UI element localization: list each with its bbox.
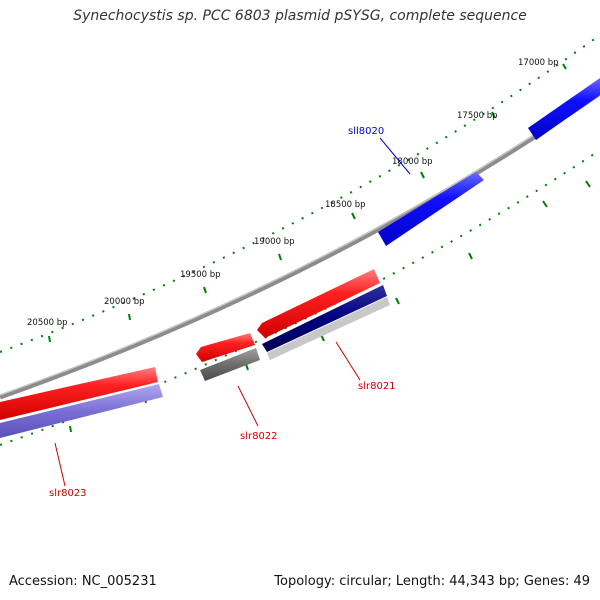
major-tick [562,63,567,70]
gene-label-sll8020[interactable]: sll8020 [348,126,384,137]
category-track-slr8022[interactable] [200,348,260,381]
gene-arrow-slr8023[interactable] [0,367,158,420]
major-tick [395,297,400,305]
gene-sll8020[interactable] [378,78,600,246]
gene-slr8021[interactable] [257,269,390,360]
major-tick [542,200,548,208]
gene-label-slr8023[interactable]: slr8023 [49,488,87,499]
gene-slr8023[interactable] [0,367,163,438]
major-tick [128,313,131,321]
major-tick [585,180,591,188]
outer-scale-ring [0,34,600,353]
topology-summary: Topology: circular; Length: 44,343 bp; G… [274,574,590,589]
category-shadow-slr8021 [267,297,390,360]
category-track-slr8023[interactable] [0,384,163,438]
gene-arrow-sll8020[interactable] [528,78,600,140]
gene-arrow-sll8020-b[interactable] [378,172,484,246]
leader-line-slr8023 [54,442,66,487]
gene-arrow-slr8022[interactable] [196,333,255,362]
plasmid-backbone [0,90,600,400]
major-tick [48,335,51,343]
outer-major-ticks [48,63,567,343]
gene-label-slr8022[interactable]: slr8022 [240,431,278,442]
gene-arrowhead-sll8020[interactable] [378,172,484,246]
leader-line-slr8022 [237,385,259,427]
tick-label: 19500 bp [180,270,221,280]
gene-slr8022[interactable] [196,333,260,381]
tick-label: 19000 bp [254,237,295,247]
tick-label: 18500 bp [325,200,366,210]
gene-arrow-slr8021[interactable] [257,269,380,338]
map-title: Synechocystis sp. PCC 6803 plasmid pSYSG… [73,8,527,24]
leader-line-sll8020 [379,137,411,175]
major-tick [203,286,207,294]
major-tick [69,425,72,433]
inner-scale-ring [0,149,600,446]
accession-label: Accession: NC_005231 [9,574,157,589]
tick-label: 17500 bp [457,111,498,121]
major-tick [468,252,473,260]
category-track-slr8021[interactable] [262,285,387,352]
major-tick [491,111,496,119]
tick-label: 18000 bp [392,157,433,167]
major-tick [420,171,425,179]
major-tick [278,253,282,261]
tick-labels: 17000 bp 17500 bp 18000 bp 18500 bp 1900… [27,58,559,328]
tick-label: 17000 bp [518,58,559,68]
gene-label-slr8021[interactable]: slr8021 [358,381,396,392]
tick-label: 20500 bp [27,318,68,328]
tick-label: 20000 bp [104,297,145,307]
plasmid-backbone-highlight [0,90,600,396]
major-tick [351,212,356,220]
leader-line-slr8021 [335,341,361,381]
